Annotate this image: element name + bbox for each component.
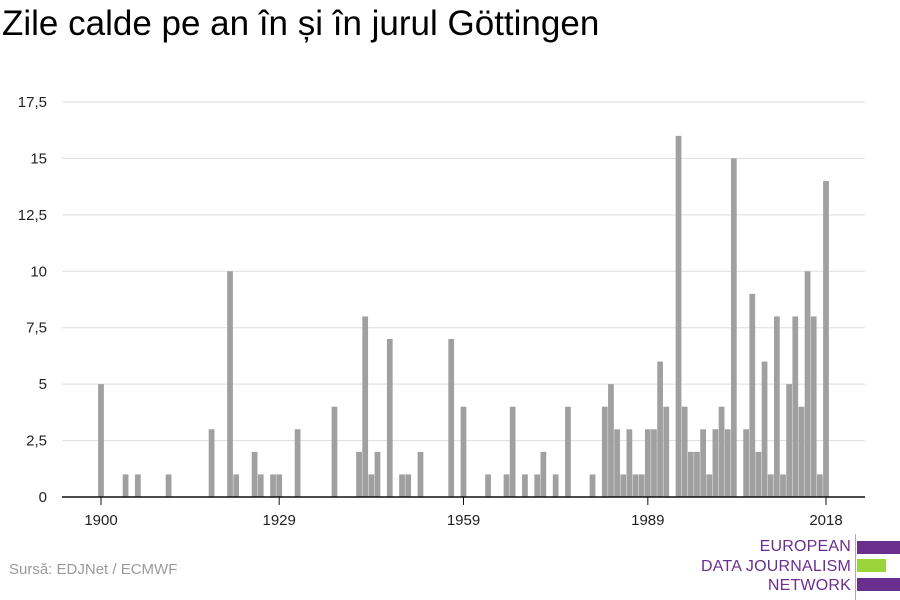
bar-2008 (761, 361, 768, 497)
bar-1921 (227, 271, 233, 497)
bar-1942 (356, 451, 362, 497)
y-tick-label: 12,5 (18, 207, 47, 224)
bar-1980 (589, 474, 596, 497)
bar-1996 (687, 451, 694, 497)
source-note: Sursă: EDJNet / ECMWF (9, 561, 178, 578)
bar-1969 (522, 474, 528, 497)
bar-1995 (681, 406, 688, 497)
logo-line-2: DATA JOURNALISM (701, 558, 851, 575)
bar-1992 (663, 406, 670, 497)
bar-1987 (632, 474, 639, 497)
bar-1985 (620, 474, 627, 497)
bar-1904 (122, 474, 129, 497)
bar-1925 (251, 451, 258, 497)
bar-1994 (675, 135, 682, 497)
edjnet-logo: EUROPEAN DATA JOURNALISM NETWORK (690, 534, 900, 600)
bar-2018 (823, 181, 829, 497)
bar-2012 (786, 384, 793, 497)
bar-1945 (374, 451, 381, 497)
bar-1976 (565, 406, 571, 497)
bar-1999 (706, 474, 713, 497)
bar-1943 (362, 316, 369, 497)
x-tick-label: 1900 (84, 512, 117, 529)
bar-1926 (257, 474, 264, 497)
bar-1918 (208, 429, 215, 497)
bar-1998 (700, 429, 706, 497)
y-tick-label: 5 (39, 376, 47, 393)
bar-1906 (134, 474, 141, 497)
x-tick-label: 1959 (447, 512, 480, 529)
bar-2013 (792, 316, 799, 497)
bar-2015 (804, 271, 811, 497)
bar-1950 (405, 474, 412, 497)
bar-1990 (651, 429, 657, 497)
logo-bar-bottom (857, 578, 900, 591)
bar-2017 (816, 474, 823, 497)
x-tick-label: 1929 (262, 512, 295, 529)
logo-bar-top (857, 541, 900, 554)
bar-2014 (798, 406, 805, 497)
x-tick-label: 1989 (631, 512, 664, 529)
bar-2005 (743, 429, 749, 497)
bar-1900 (98, 384, 104, 497)
logo-line-1: EUROPEAN (759, 538, 851, 555)
y-tick-labels: 0 2,5 5 7,5 10 12,5 15 17,5 (18, 94, 47, 506)
bar-1982 (601, 406, 608, 497)
bar-1974 (552, 474, 559, 497)
bar-1947 (386, 339, 393, 497)
bar-1922 (233, 474, 240, 497)
bar-1932 (294, 429, 301, 497)
y-tick-label: 15 (30, 150, 47, 167)
bar-1959 (460, 406, 467, 497)
bar-2016 (810, 316, 817, 497)
bar-1944 (368, 474, 375, 497)
bar-1971 (534, 474, 541, 497)
bar-1984 (614, 429, 620, 497)
bar-1952 (417, 451, 424, 497)
logo-divider (855, 534, 856, 600)
bar-1957 (448, 339, 455, 497)
bar-1986 (626, 429, 633, 497)
bar-1989 (644, 429, 651, 497)
bars (98, 135, 829, 497)
logo-bar-middle (857, 559, 886, 572)
x-axis (62, 496, 865, 505)
bar-1983 (608, 384, 614, 497)
chart-title: Zile calde pe an în și în jurul Göttinge… (2, 4, 600, 43)
y-tick-label: 17,5 (18, 94, 47, 111)
bar-2010 (773, 316, 780, 497)
bar-2007 (755, 451, 762, 497)
bar-1997 (694, 451, 700, 497)
x-tick-label: 2018 (809, 512, 842, 529)
bar-1972 (540, 451, 547, 497)
bar-2002 (724, 429, 731, 497)
bar-1966 (503, 474, 510, 497)
x-tick-labels: 1900 1929 1959 1989 2018 (84, 512, 842, 529)
bar-2006 (749, 293, 756, 497)
bar-1938 (331, 406, 338, 497)
logo-line-3: NETWORK (767, 577, 851, 594)
y-tick-label: 0 (39, 489, 47, 506)
bar-1967 (509, 406, 516, 497)
y-tick-label: 10 (30, 263, 47, 280)
bar-2011 (780, 474, 786, 497)
bar-2000 (712, 429, 719, 497)
bar-1991 (657, 361, 663, 497)
bar-1928 (270, 474, 276, 497)
bar-2001 (718, 406, 725, 497)
bar-1911 (165, 474, 172, 497)
bar-2003 (730, 158, 737, 497)
bar-1988 (638, 474, 645, 497)
bar-1929 (276, 474, 283, 497)
y-tick-label: 2,5 (26, 433, 47, 450)
y-gridlines (62, 101, 865, 442)
bar-2009 (767, 474, 774, 497)
bar-1963 (485, 474, 491, 497)
bar-1949 (399, 474, 405, 497)
y-tick-label: 7,5 (26, 320, 47, 337)
